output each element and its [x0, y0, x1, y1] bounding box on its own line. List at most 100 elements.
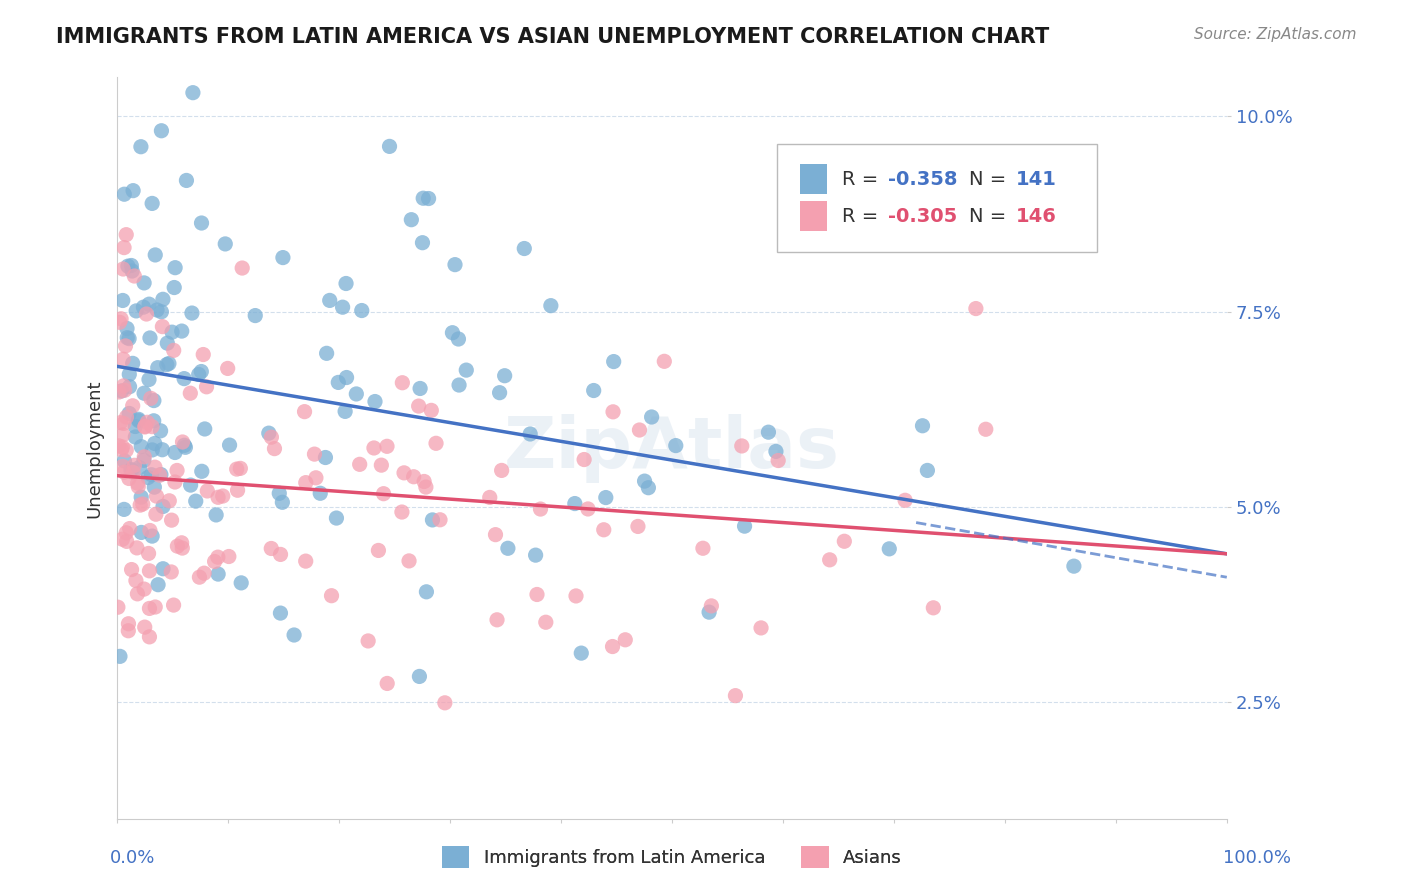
Point [146, 303, 169, 318]
Point [138, 564, 160, 578]
Point [120, 463, 142, 477]
Point [391, 505, 413, 519]
Point [117, 624, 139, 638]
Point [245, 309, 267, 323]
Point [118, 407, 141, 421]
Point [205, 508, 228, 522]
Text: N =: N = [969, 169, 1012, 188]
Point [488, 385, 510, 400]
Point [170, 324, 193, 338]
Point [564, 497, 586, 511]
Point [129, 440, 152, 454]
Point [111, 293, 134, 308]
Point [294, 404, 316, 418]
Point [125, 541, 148, 555]
Point [170, 536, 193, 550]
Point [207, 491, 229, 505]
Point [128, 460, 150, 475]
Point [375, 439, 398, 453]
Point [519, 427, 541, 442]
Point [207, 567, 229, 582]
Point [115, 321, 138, 335]
Point [602, 640, 624, 654]
Point [125, 304, 148, 318]
Point [108, 384, 131, 399]
Point [111, 440, 134, 454]
Point [894, 493, 917, 508]
Point [132, 386, 155, 401]
Point [818, 553, 841, 567]
Point [229, 461, 252, 475]
Point [128, 414, 150, 428]
Point [143, 480, 166, 494]
Text: -0.358: -0.358 [889, 169, 957, 188]
Point [112, 502, 135, 516]
Point [592, 523, 614, 537]
Point [138, 601, 160, 615]
Point [150, 124, 173, 138]
Point [139, 524, 162, 538]
Point [152, 562, 174, 576]
Point [112, 379, 135, 393]
Point [124, 430, 146, 444]
Point [115, 410, 138, 425]
Point [115, 227, 138, 242]
Point [408, 669, 430, 683]
Point [415, 584, 437, 599]
Point [115, 525, 138, 540]
Point [314, 450, 336, 465]
Point [456, 363, 478, 377]
Point [110, 416, 132, 430]
Point [157, 493, 180, 508]
Text: IMMIGRANTS FROM LATIN AMERICA VS ASIAN UNEMPLOYMENT CORRELATION CHART: IMMIGRANTS FROM LATIN AMERICA VS ASIAN U… [56, 27, 1049, 46]
FancyBboxPatch shape [800, 164, 827, 194]
Point [157, 356, 180, 370]
Point [328, 376, 350, 390]
Point [111, 459, 134, 474]
Point [124, 458, 146, 473]
Point [141, 529, 163, 543]
Point [1063, 559, 1085, 574]
Point [398, 554, 420, 568]
Point [269, 606, 291, 620]
Point [214, 236, 236, 251]
Point [335, 277, 357, 291]
Point [420, 403, 443, 417]
Point [640, 409, 662, 424]
Point [370, 458, 392, 472]
Point [111, 533, 134, 547]
Point [121, 356, 143, 370]
Point [225, 462, 247, 476]
Point [112, 465, 135, 479]
Point [582, 384, 605, 398]
Point [602, 405, 624, 419]
Point [131, 525, 153, 540]
Point [136, 470, 159, 484]
Point [408, 399, 430, 413]
Point [195, 380, 218, 394]
Point [263, 442, 285, 456]
Point [134, 450, 156, 464]
Point [163, 280, 186, 294]
Point [731, 439, 754, 453]
Point [665, 439, 688, 453]
Point [478, 491, 501, 505]
FancyBboxPatch shape [778, 145, 1097, 252]
Point [121, 399, 143, 413]
Point [160, 325, 183, 339]
Point [181, 306, 204, 320]
Point [294, 554, 316, 568]
Point [120, 259, 142, 273]
Point [569, 646, 592, 660]
Point [107, 439, 129, 453]
Point [974, 422, 997, 436]
Point [765, 444, 787, 458]
Point [127, 476, 149, 491]
Point [162, 598, 184, 612]
Point [415, 480, 437, 494]
Point [595, 491, 617, 505]
Point [190, 365, 212, 379]
Point [172, 541, 194, 555]
Point [193, 566, 215, 581]
Point [138, 630, 160, 644]
